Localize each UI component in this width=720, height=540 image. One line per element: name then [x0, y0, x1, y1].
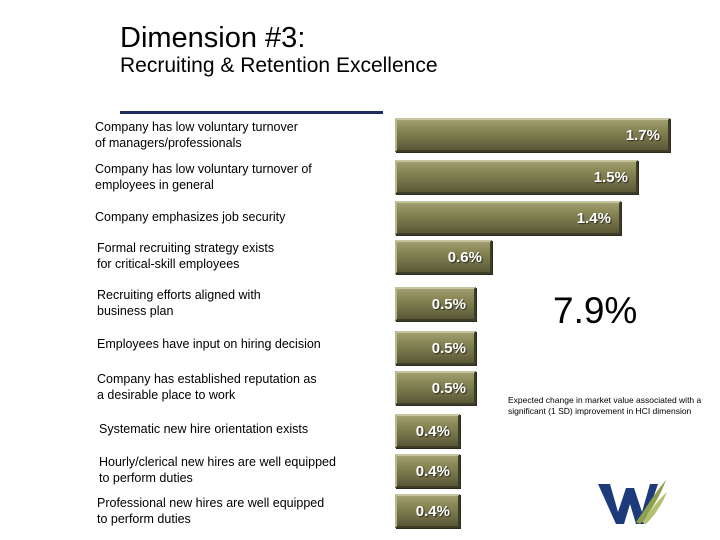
- bar: 0.4%: [395, 454, 460, 488]
- bar-value-label: 0.5%: [431, 340, 466, 357]
- bar-value-label: 0.4%: [415, 423, 450, 440]
- title-underline: [120, 111, 383, 114]
- bar-label-line: Professional new hires are well equipped: [97, 496, 325, 510]
- bar-label: Professional new hires are well equipped…: [97, 495, 377, 527]
- bar-label: Hourly/clerical new hires are well equip…: [99, 454, 379, 486]
- bar-label: Systematic new hire orientation exists: [99, 421, 379, 437]
- bar-label: Company has established reputation as a d…: [97, 371, 377, 403]
- bar-value-label: 0.6%: [447, 249, 482, 266]
- bar: 0.4%: [395, 494, 460, 528]
- bar: 1.4%: [395, 201, 621, 235]
- bar: 0.5%: [395, 331, 476, 365]
- bar: 1.5%: [395, 160, 638, 194]
- slide-title: Dimension #3:: [120, 22, 306, 54]
- bar-label-line: a desirable place to work: [97, 388, 236, 402]
- bar: 0.6%: [395, 240, 492, 274]
- bar-label-line: Employees have input on hiring decision: [97, 337, 321, 351]
- bar-label-line: Company has low voluntary turnover: [95, 120, 298, 134]
- bar-label-line: business plan: [97, 304, 174, 318]
- bar-label-line: Recruiting efforts aligned with: [97, 288, 261, 302]
- bar-label: Employees have input on hiring decision: [97, 336, 377, 352]
- bar-label: Company has low voluntary turnover of emp…: [95, 161, 375, 193]
- bar-label-line: employees in general: [95, 178, 214, 192]
- bar-value-label: 0.5%: [431, 296, 466, 313]
- bar: 0.4%: [395, 414, 460, 448]
- bar-label-line: of managers/professionals: [95, 136, 242, 150]
- bar-label-line: Company has established reputation as: [97, 372, 317, 386]
- bar-label-line: Formal recruiting strategy exists: [97, 241, 275, 255]
- bar-value-label: 1.5%: [593, 169, 628, 186]
- bar-value-label: 0.4%: [415, 463, 450, 480]
- bar-label: Company emphasizes job security: [95, 209, 375, 225]
- bar: 0.5%: [395, 287, 476, 321]
- bar-value-label: 0.5%: [431, 380, 466, 397]
- bar-label-line: Company emphasizes job security: [95, 210, 286, 224]
- bar-label-line: Hourly/clerical new hires are well equip…: [99, 455, 336, 469]
- bar-label-line: Company has low voluntary turnover of: [95, 162, 312, 176]
- bar-label-line: to perform duties: [97, 512, 191, 526]
- bar-value-label: 1.7%: [625, 127, 660, 144]
- bar-label: Recruiting efforts aligned with business …: [97, 287, 377, 319]
- company-logo-icon: [598, 480, 667, 524]
- bar-label-line: for critical-skill employees: [97, 257, 240, 271]
- bar-label-line: Systematic new hire orientation exists: [99, 422, 309, 436]
- bar: 0.5%: [395, 371, 476, 405]
- slide-subtitle: Recruiting & Retention Excellence: [120, 54, 438, 77]
- bar-value-label: 1.4%: [576, 210, 611, 227]
- total-value: 7.9%: [553, 290, 638, 331]
- footnote: Expected change in market value associat…: [508, 395, 702, 416]
- bar-value-label: 0.4%: [415, 503, 450, 520]
- bar-label-line: to perform duties: [99, 471, 193, 485]
- bar: 1.7%: [395, 118, 670, 152]
- bar-label: Formal recruiting strategy exists for cri…: [97, 240, 377, 272]
- bar-label: Company has low voluntary turnover of man…: [95, 119, 375, 151]
